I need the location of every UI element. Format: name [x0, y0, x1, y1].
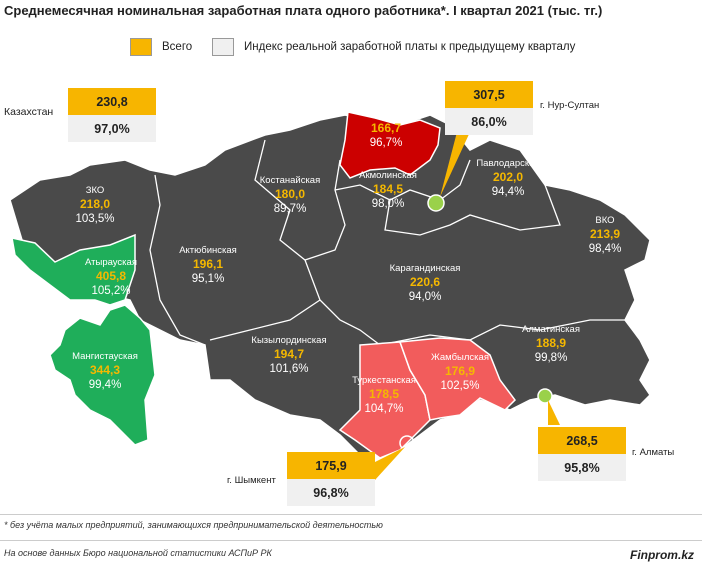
turkestan-index: 104,7%: [364, 402, 404, 415]
zhambyl-index: 102,5%: [440, 379, 480, 392]
karaganda-index: 94,0%: [408, 290, 442, 303]
region-borders: [149, 139, 625, 346]
atyrau-name: Атырауская: [85, 257, 137, 268]
nursultan-label: г. Нур-Султан: [540, 100, 600, 111]
mangistau-name: Мангистауская: [72, 351, 138, 362]
nursultan-box: 307,5 86,0%: [445, 81, 533, 135]
kazakhstan-box: 230,8 97,0%: [68, 88, 156, 142]
region-label-turkestan: Туркестанская 178,5 104,7%: [352, 375, 416, 416]
zko-name: ЗКО: [85, 185, 105, 196]
karaganda-name: Карагандинская: [389, 263, 461, 274]
atyrau-total: 405,8: [95, 268, 127, 283]
kazakhstan-index: 97,0%: [68, 115, 156, 142]
region-label-mangistau: Мангистауская 344,3 99,4%: [72, 351, 138, 392]
akmola-total: 184,5: [372, 181, 404, 196]
footer-divider-2: [0, 540, 702, 541]
kostanay-total: 180,0: [274, 186, 306, 201]
region-label-atyrau: Атырауская 405,8 105,2%: [85, 257, 137, 298]
atyrau-index: 105,2%: [91, 284, 131, 297]
pavlodar-name: Павлодарская: [476, 158, 540, 169]
nursultan-total: 307,5: [445, 81, 533, 108]
footer-divider: [0, 514, 702, 515]
nursultan-marker: [427, 194, 445, 212]
zhambyl-name: Жамбылская: [431, 352, 489, 363]
vko-index: 98,4%: [588, 242, 622, 255]
pavlodar-total: 202,0: [492, 169, 524, 184]
almaty-region-name: Алматинская: [522, 324, 580, 335]
kostanay-index: 89,7%: [273, 202, 307, 215]
region-label-kyzylorda: Кызылординская 194,7 101,6%: [251, 335, 326, 376]
region-atyrau: [11, 233, 136, 306]
almaty-pointer: [548, 400, 560, 425]
zko-total: 218,0: [79, 196, 111, 211]
vko-total: 213,9: [589, 226, 621, 241]
almaty-marker: [537, 388, 553, 404]
shymkent-pointer: [375, 447, 405, 480]
brand-logo[interactable]: Finprom.kz: [629, 548, 694, 562]
nursultan-index: 86,0%: [445, 108, 533, 135]
aktobe-total: 196,1: [192, 256, 224, 271]
aktobe-index: 95,1%: [191, 272, 225, 285]
kyzylorda-total: 194,7: [273, 346, 305, 361]
shymkent-index: 96,8%: [287, 479, 375, 506]
shymkent-marker: [399, 435, 415, 451]
region-mangistau: [49, 304, 156, 446]
akmola-name: Акмолинская: [359, 170, 417, 181]
kyzylorda-index: 101,6%: [269, 362, 309, 375]
turkestan-name: Туркестанская: [352, 375, 416, 386]
zhambyl-total: 176,9: [444, 363, 476, 378]
kostanay-name: Костанайская: [259, 175, 321, 186]
almaty-index: 95,8%: [538, 454, 626, 481]
legend-total: Всего: [130, 36, 192, 58]
legend-swatch-index: [212, 38, 234, 56]
aktobe-name: Актюбинская: [179, 245, 237, 256]
vko-name: ВКО: [595, 215, 615, 226]
shymkent-total: 175,9: [287, 452, 375, 479]
mangistau-total: 344,3: [89, 362, 121, 377]
almaty-total: 268,5: [538, 427, 626, 454]
almaty-region-index: 99,8%: [534, 351, 568, 364]
legend-label-total: Всего: [162, 41, 193, 53]
kazakhstan-label: Казахстан: [4, 106, 54, 118]
shymkent-box: 175,9 96,8%: [287, 452, 375, 506]
pavlodar-index: 94,4%: [491, 185, 525, 198]
legend-index: Индекс реальной заработной платы к преды…: [212, 36, 575, 58]
region-label-akmola: Акмолинская 184,5 98,0%: [359, 170, 417, 211]
source-note: На основе данных Бюро национальной стати…: [4, 548, 272, 558]
kazakhstan-total: 230,8: [68, 88, 156, 115]
page-title: Среднемесячная номинальная заработная пл…: [4, 3, 603, 18]
region-label-sko: СКО 166,7 96,7%: [370, 109, 403, 150]
region-label-kostanay: Костанайская 180,0 89,7%: [260, 175, 320, 216]
almaty-label: г. Алматы: [632, 447, 675, 458]
region-label-karaganda: Карагандинская 220,6 94,0%: [390, 263, 461, 304]
almaty-region-total: 188,9: [535, 335, 567, 350]
mangistau-index: 99,4%: [88, 378, 122, 391]
region-label-vko: ВКО 213,9 98,4%: [589, 215, 622, 256]
region-label-almaty-region: Алматинская 188,9 99,8%: [522, 324, 580, 365]
sko-index: 96,7%: [369, 136, 403, 149]
footnote: * без учёта малых предприятий, занимающи…: [4, 520, 383, 530]
region-sko: [339, 111, 441, 179]
zko-index: 103,5%: [75, 212, 115, 225]
region-zhambyl: [398, 337, 516, 421]
sko-name: СКО: [376, 109, 396, 120]
legend-label-index: Индекс реальной заработной платы к преды…: [244, 41, 576, 53]
shymkent-label: г. Шымкент: [227, 475, 276, 486]
region-label-pavlodar: Павлодарская 202,0 94,4%: [476, 158, 539, 199]
region-label-zhambyl: Жамбылская 176,9 102,5%: [431, 352, 489, 393]
turkestan-total: 178,5: [368, 386, 400, 401]
region-label-zko: ЗКО 218,0 103,5%: [75, 185, 114, 226]
nursultan-pointer: [440, 132, 470, 197]
karaganda-total: 220,6: [409, 274, 441, 289]
kyzylorda-name: Кызылординская: [251, 335, 327, 346]
almaty-box: 268,5 95,8%: [538, 427, 626, 481]
legend-swatch-total: [130, 38, 152, 56]
region-label-aktobe: Актюбинская 196,1 95,1%: [179, 245, 237, 286]
akmola-index: 98,0%: [371, 197, 405, 210]
sko-total: 166,7: [370, 120, 402, 135]
